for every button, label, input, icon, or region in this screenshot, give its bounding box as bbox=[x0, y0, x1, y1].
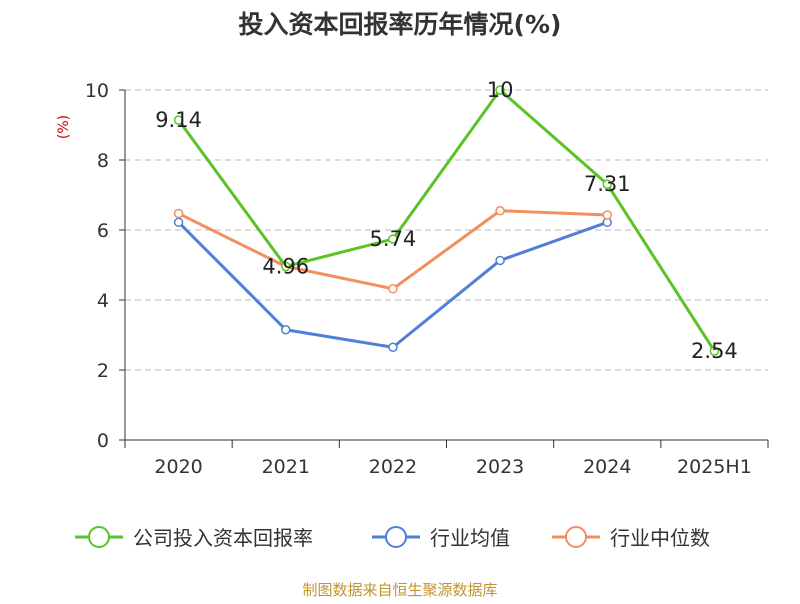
series-point bbox=[281, 261, 291, 272]
data-label: 7.31 bbox=[584, 172, 631, 196]
series-point bbox=[602, 210, 612, 220]
axes: 0 2 4 6 8 10 2020 2021 2022 2023 2024 2025H1 bbox=[85, 80, 769, 478]
y-tick-label: 6 bbox=[97, 220, 109, 242]
y-tick-label: 2 bbox=[97, 360, 109, 382]
x-tick-label: 2024 bbox=[583, 456, 631, 478]
x-tick-label: 2025H1 bbox=[677, 456, 752, 478]
source-note: 制图数据来自恒生聚源数据库 bbox=[302, 581, 497, 599]
series-point bbox=[173, 217, 184, 228]
series-line bbox=[177, 88, 716, 352]
legend: 公司投入资本回报率 行业均值 行业中位数 bbox=[75, 526, 710, 550]
series-point bbox=[388, 284, 398, 294]
series-point bbox=[281, 325, 291, 335]
data-labels: 9.14 4.96 5.74 10 7.31 2.54 bbox=[155, 78, 738, 363]
legend-label: 公司投入资本回报率 bbox=[133, 526, 313, 550]
data-label: 9.14 bbox=[155, 108, 202, 132]
data-label: 2.54 bbox=[691, 339, 738, 363]
series-point bbox=[495, 206, 505, 216]
series-point bbox=[495, 255, 505, 266]
series-point bbox=[173, 208, 184, 219]
series-point bbox=[388, 234, 398, 244]
series-lines bbox=[173, 85, 720, 356]
y-tick-label: 10 bbox=[85, 80, 109, 102]
legend-label: 行业中位数 bbox=[610, 526, 710, 550]
series-point bbox=[709, 346, 720, 356]
grid-lines bbox=[125, 89, 768, 371]
series-point bbox=[602, 179, 612, 189]
series-point bbox=[388, 342, 398, 352]
y-tick-label: 4 bbox=[97, 290, 109, 312]
legend-marker-circle bbox=[385, 526, 407, 548]
x-tick-label: 2020 bbox=[154, 456, 202, 478]
data-label: 4.96 bbox=[262, 254, 309, 278]
series-point bbox=[495, 85, 505, 95]
y-axis-label: (%) bbox=[56, 115, 72, 139]
data-label: 5.74 bbox=[370, 227, 417, 251]
x-tick-label: 2021 bbox=[262, 456, 310, 478]
chart-title: 投入资本回报率历年情况(%) bbox=[239, 10, 562, 39]
data-label: 10 bbox=[487, 78, 514, 102]
legend-marker-circle bbox=[565, 526, 587, 548]
y-tick-label: 0 bbox=[97, 430, 109, 452]
x-tick-label: 2022 bbox=[369, 456, 417, 478]
x-tick-label: 2023 bbox=[476, 456, 524, 478]
legend-marker-circle bbox=[88, 526, 110, 548]
legend-label: 行业均值 bbox=[430, 526, 510, 550]
series-point bbox=[173, 115, 184, 125]
y-tick-label: 8 bbox=[97, 150, 109, 172]
